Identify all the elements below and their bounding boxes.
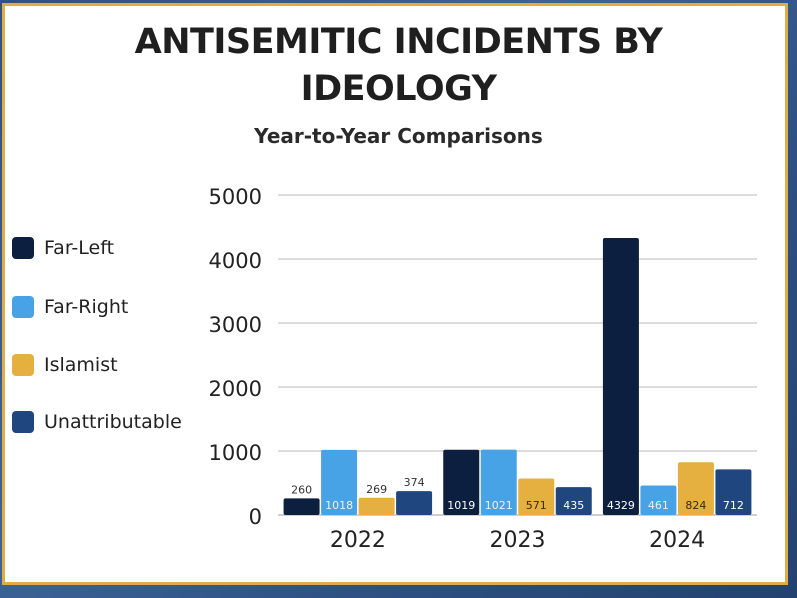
bar-far-left-2023 [443,449,480,515]
data-label: 1021 [485,499,513,512]
x-tick-label: 2024 [649,528,705,553]
legend-swatch-far-right [12,296,34,318]
y-tick-label: 4000 [209,249,262,273]
legend-label: Far-Left [44,237,115,259]
legend-item-islamist[interactable]: Islamist [12,352,118,378]
data-label: 4329 [607,499,635,512]
data-label: 374 [404,476,425,489]
chart-subtitle: Year-to-Year Comparisons [254,124,543,148]
data-label: 1019 [447,499,475,512]
bar-islamist-2023 [518,478,555,515]
bar-islamist-2022 [358,497,395,515]
data-label: 824 [685,499,706,512]
legend-item-unattributable[interactable]: Unattributable [12,409,182,435]
chart-title-line-2: IDEOLOGY [300,69,497,109]
bar-islamist-2024 [677,462,714,515]
legend-item-far-left[interactable]: Far-Left [12,235,114,261]
bar-far-right-2022 [321,449,358,515]
legend-label: Unattributable [44,411,182,433]
legend-item-far-right[interactable]: Far-Right [12,294,128,320]
bar-far-right-2023 [480,449,517,515]
data-label: 1018 [325,499,353,512]
y-tick-label: 1000 [209,441,262,465]
x-tick-label: 2022 [330,528,386,553]
chart-title-line-1: ANTISEMITIC INCIDENTS BY [134,22,663,62]
y-tick-label: 3000 [209,313,262,337]
bar-far-left-2022 [283,498,320,515]
x-tick-label: 2023 [490,528,546,553]
y-tick-label: 5000 [209,185,262,209]
data-label: 571 [526,499,547,512]
legend-swatch-unattributable [12,411,34,433]
data-label: 461 [648,499,669,512]
data-label: 435 [563,499,584,512]
bar-unattributable-2022 [396,491,433,515]
data-label: 260 [291,483,312,496]
data-label: 269 [366,483,387,496]
data-label: 712 [723,499,744,512]
legend-label: Islamist [44,354,118,376]
legend-label: Far-Right [44,296,129,318]
legend-swatch-far-left [12,237,34,259]
y-tick-label: 2000 [209,377,262,401]
bar-unattributable-2024 [715,469,752,515]
bar-far-right-2024 [640,485,677,515]
bar-far-left-2024 [602,237,639,515]
legend-swatch-islamist [12,354,34,376]
y-tick-label: 0 [249,505,262,529]
bar-unattributable-2023 [555,487,592,515]
